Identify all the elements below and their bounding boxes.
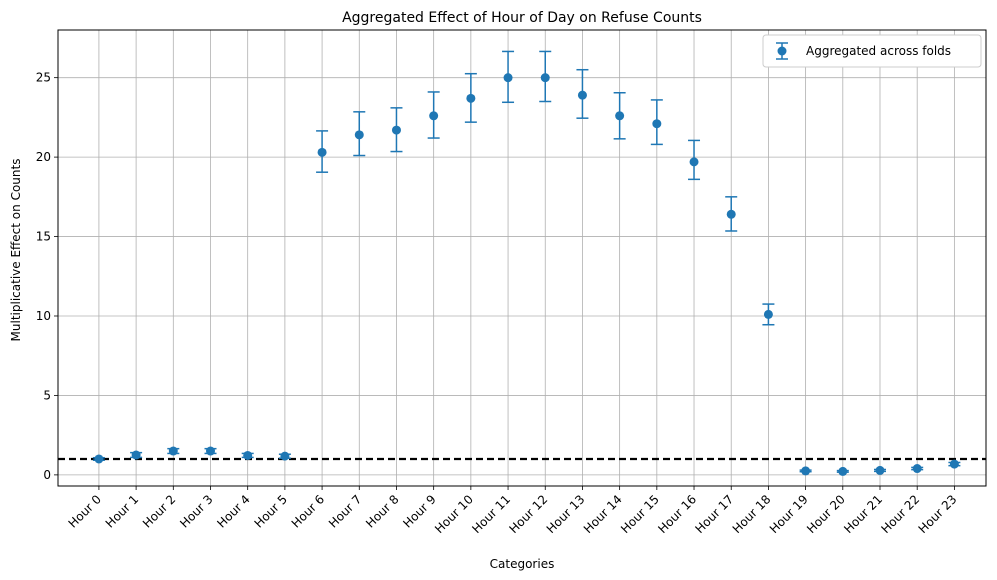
data-point — [391, 125, 401, 135]
data-point — [131, 450, 141, 460]
data-marks — [92, 50, 961, 476]
data-point — [577, 90, 587, 100]
data-point — [243, 450, 253, 460]
y-tick-label: 5 — [43, 388, 51, 402]
x-tick-label: Hour 4 — [214, 492, 252, 530]
x-tick-label: Hour 10 — [432, 492, 476, 536]
y-tick-label: 10 — [36, 309, 51, 323]
x-tick-label: Hour 17 — [692, 492, 736, 536]
x-tick-label: Hour 21 — [841, 492, 885, 536]
data-point — [838, 466, 848, 476]
x-tick-label: Hour 6 — [289, 492, 327, 530]
x-axis-label: Categories — [490, 557, 555, 571]
data-point — [540, 73, 550, 83]
data-point — [280, 451, 290, 461]
x-tick-label: Hour 18 — [730, 492, 774, 536]
legend: Aggregated across folds — [762, 34, 982, 68]
legend-label: Aggregated across folds — [806, 44, 951, 58]
y-tick-label: 15 — [36, 230, 51, 244]
data-point — [429, 111, 439, 121]
data-point — [801, 466, 811, 476]
data-point — [689, 157, 699, 167]
x-tick-label: Hour 13 — [544, 492, 588, 536]
data-point — [912, 464, 922, 474]
data-point — [615, 111, 625, 121]
data-point — [317, 147, 327, 157]
data-point — [168, 446, 178, 456]
x-tick-label: Hour 1 — [103, 492, 141, 530]
x-tick-label: Hour 14 — [581, 492, 625, 536]
data-point — [205, 446, 215, 456]
y-ticks: 0 5 10 15 20 25 — [36, 71, 58, 482]
data-point — [875, 465, 885, 475]
data-point — [726, 209, 736, 219]
legend-marker-point — [777, 46, 787, 56]
grid — [58, 30, 986, 486]
data-point — [763, 309, 773, 319]
data-point — [652, 119, 662, 129]
x-tick-label: Hour 23 — [916, 492, 960, 536]
plot-frame — [57, 29, 987, 487]
data-point — [94, 454, 104, 464]
x-tick-label: Hour 11 — [469, 492, 513, 536]
legend-box — [762, 34, 982, 68]
y-axis-label: Multiplicative Effect on Counts — [9, 159, 23, 342]
x-tick-label: Hour 3 — [177, 492, 215, 530]
x-tick-label: Hour 15 — [618, 492, 662, 536]
x-tick-label: Hour 0 — [66, 492, 104, 530]
x-tick-label: Hour 22 — [878, 492, 922, 536]
y-tick-label: 20 — [36, 150, 51, 164]
x-tick-label: Hour 16 — [655, 492, 699, 536]
x-tick-label: Hour 7 — [326, 492, 364, 530]
chart-title: Aggregated Effect of Hour of Day on Refu… — [342, 10, 702, 26]
x-tick-label: Hour 20 — [804, 492, 848, 536]
x-tick-label: Hour 5 — [252, 492, 290, 530]
y-tick-label: 25 — [36, 71, 51, 85]
x-tick-label: Hour 19 — [767, 492, 811, 536]
x-tick-label: Hour 8 — [363, 492, 401, 530]
data-point — [503, 73, 513, 83]
x-tick-label: Hour 2 — [140, 492, 178, 530]
y-tick-label: 0 — [43, 468, 51, 482]
x-tick-label: Hour 12 — [507, 492, 551, 536]
data-point — [354, 130, 364, 140]
data-point — [949, 459, 959, 469]
data-point — [466, 93, 476, 103]
